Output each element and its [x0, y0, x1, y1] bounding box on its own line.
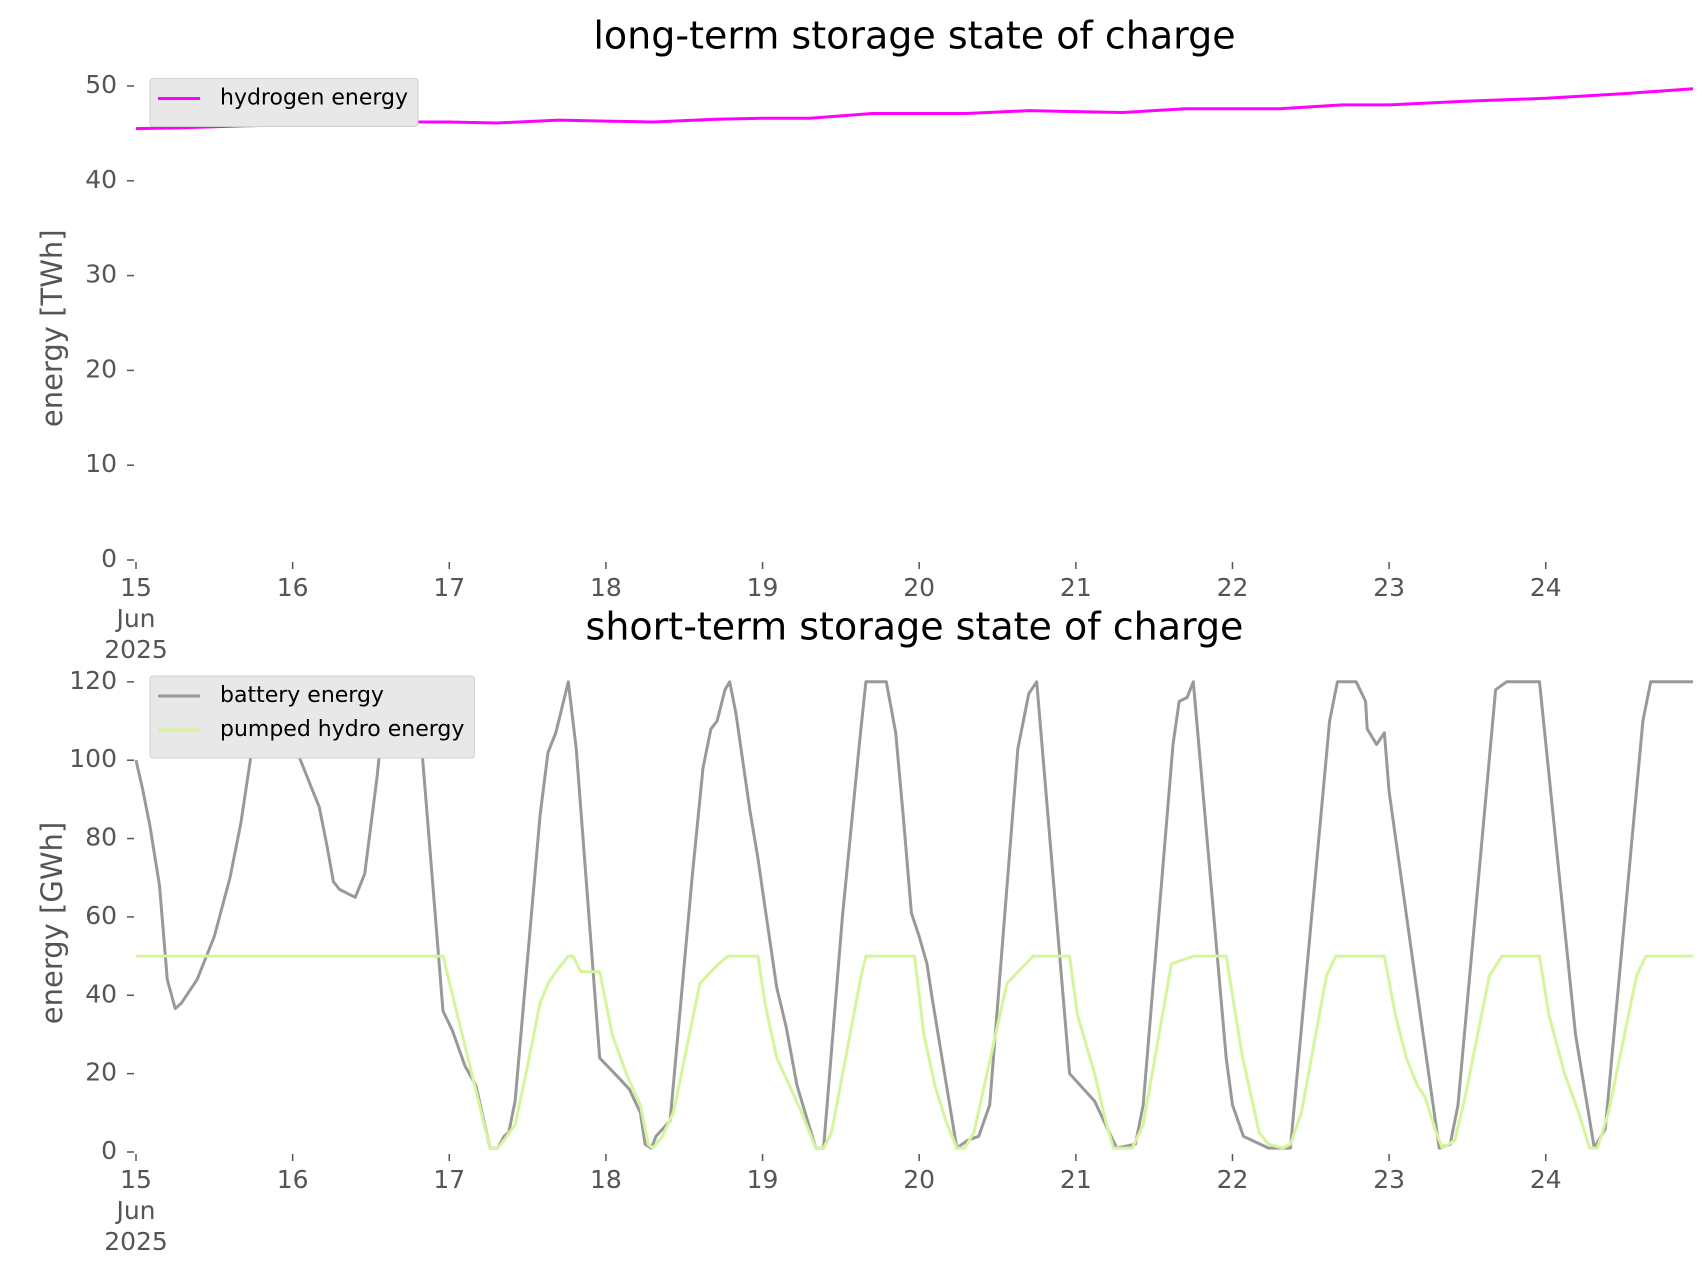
x-tick-label: 18: [590, 573, 622, 602]
x-tick-label: 24: [1530, 1165, 1562, 1194]
x-tick-label: 23: [1373, 573, 1405, 602]
x-tick-label: 15 Jun 2025: [104, 1165, 168, 1256]
y-tick-label: 100: [69, 744, 117, 773]
x-tick-label: 18: [590, 1165, 622, 1194]
y-tick-label: 80: [85, 823, 117, 852]
y-axis-label: energy [GWh]: [35, 822, 69, 1024]
x-tick-label: 22: [1217, 1165, 1249, 1194]
y-tick-label: 0: [101, 544, 117, 573]
x-tick-label: 19: [747, 573, 779, 602]
y-tick-label: 20: [85, 354, 117, 383]
y-tick-label: 20: [85, 1058, 117, 1087]
y-tick-label: 40: [85, 165, 117, 194]
chart-title: long-term storage state of charge: [593, 14, 1235, 58]
y-axis-label: energy [TWh]: [35, 229, 69, 427]
y-tick-label: 10: [85, 449, 117, 478]
x-tick-label: 17: [433, 1165, 465, 1194]
legend-label: hydrogen energy: [220, 86, 408, 111]
x-tick-label: 20: [903, 1165, 935, 1194]
legend-label: battery energy: [220, 683, 384, 708]
x-tick-label: 23: [1373, 1165, 1405, 1194]
legend-box: [149, 675, 475, 759]
x-tick-label: 17: [433, 573, 465, 602]
x-tick-label: 16: [277, 573, 309, 602]
x-tick-label: 24: [1530, 573, 1562, 602]
x-tick-label: 19: [747, 1165, 779, 1194]
x-tick-label: 16: [277, 1165, 309, 1194]
x-tick-label: 21: [1060, 573, 1092, 602]
y-tick-label: 120: [69, 666, 117, 695]
y-tick-label: 60: [85, 901, 117, 930]
x-tick-label: 15 Jun 2025: [104, 573, 168, 664]
series-line: [136, 954, 1693, 1150]
chart-title: short-term storage state of charge: [586, 605, 1244, 649]
legend: hydrogen energy: [149, 78, 419, 127]
legend: battery energy pumped hydro energy: [149, 675, 475, 759]
series-line: [134, 680, 1693, 1150]
legend-box: [149, 78, 419, 127]
y-tick-label: 0: [101, 1136, 117, 1165]
y-tick-label: 50: [85, 70, 117, 99]
legend-label: pumped hydro energy: [220, 717, 464, 742]
y-tick-label: 30: [85, 260, 117, 289]
x-tick-label: 21: [1060, 1165, 1092, 1194]
x-tick-label: 22: [1217, 573, 1249, 602]
x-tick-label: 20: [903, 573, 935, 602]
y-tick-label: 40: [85, 979, 117, 1008]
